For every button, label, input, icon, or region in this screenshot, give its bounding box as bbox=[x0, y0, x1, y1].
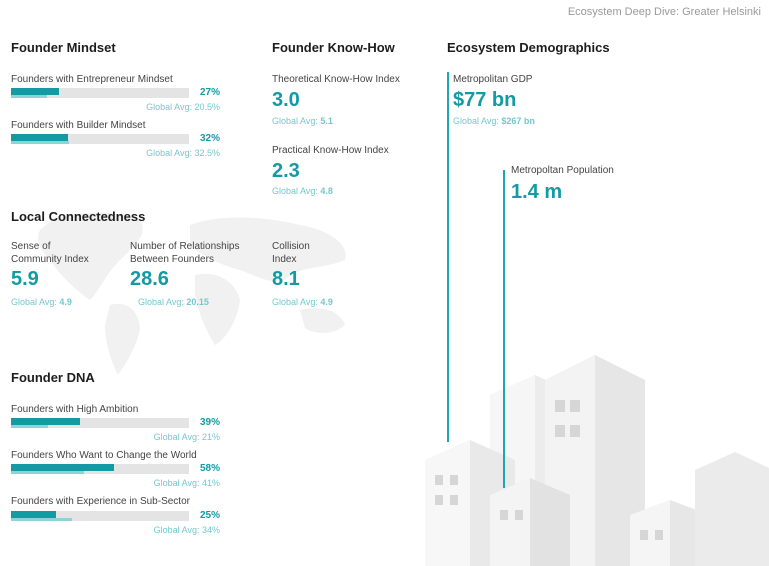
dna-item-label: Founders with High Ambition bbox=[11, 404, 139, 415]
knowhow-item-label: Practical Know-How Index bbox=[272, 145, 389, 156]
gdp-pin-line bbox=[447, 72, 449, 442]
global-avg-fill bbox=[11, 95, 48, 98]
label-line: Community Index bbox=[11, 254, 89, 265]
progress-fill bbox=[11, 418, 81, 425]
gdp-label: Metropolitan GDP bbox=[453, 74, 533, 85]
mindset-item-label: Founders with Builder Mindset bbox=[11, 120, 146, 131]
founder-mindset-title: Founder Mindset bbox=[11, 40, 116, 55]
gdp-global: Global Avg: $267 bn bbox=[453, 116, 535, 126]
progress-fill bbox=[11, 134, 68, 141]
population-pin-line bbox=[503, 170, 505, 488]
connectedness-item-global: Global Avg: 4.9 bbox=[11, 297, 72, 307]
global-avg-fill bbox=[11, 471, 84, 474]
mindset-progress-bar bbox=[11, 134, 189, 144]
mindset-progress-bar bbox=[11, 88, 189, 98]
dna-item-label: Founders Who Want to Change the World bbox=[11, 450, 197, 461]
global-avg-value: 20.15 bbox=[186, 297, 209, 307]
label-line: Number of Relationships bbox=[130, 241, 240, 252]
connectedness-item-value: 8.1 bbox=[272, 268, 300, 290]
knowhow-item-global: Global Avg: 4.8 bbox=[272, 186, 333, 196]
connectedness-item-label: Collision Index bbox=[272, 240, 310, 266]
population-label: Metropoltan Population bbox=[511, 165, 614, 176]
label-line: Between Founders bbox=[130, 254, 214, 265]
dna-item-pct: 25% bbox=[199, 510, 220, 521]
knowhow-item-global: Global Avg: 5.1 bbox=[272, 116, 333, 126]
global-avg-fill bbox=[11, 518, 72, 521]
mindset-item-global: Global Avg: 20.5% bbox=[146, 102, 220, 112]
global-avg-fill bbox=[11, 425, 49, 428]
city-buildings-illustration bbox=[425, 355, 769, 566]
knowhow-item-value: 2.3 bbox=[272, 160, 300, 182]
dna-item-pct: 39% bbox=[199, 417, 220, 428]
dna-item-global: Global Avg: 34% bbox=[153, 525, 220, 535]
progress-fill bbox=[11, 88, 60, 95]
dna-item-pct: 58% bbox=[199, 463, 220, 474]
mindset-item-pct: 32% bbox=[199, 133, 220, 144]
global-avg-value: $267 bn bbox=[501, 116, 535, 126]
dna-progress-bar bbox=[11, 464, 189, 474]
founder-knowhow-title: Founder Know-How bbox=[272, 40, 395, 55]
global-avg-value: 4.8 bbox=[320, 186, 333, 196]
label-line: Index bbox=[272, 254, 297, 265]
global-avg-value: 4.9 bbox=[59, 297, 72, 307]
connectedness-item-global: Global Avg: 4.9 bbox=[272, 297, 333, 307]
page-title: Ecosystem Deep Dive: Greater Helsinki bbox=[567, 6, 761, 18]
global-avg-prefix: Global Avg: bbox=[453, 116, 499, 126]
connectedness-item-label: Sense of Community Index bbox=[11, 240, 89, 266]
progress-fill bbox=[11, 511, 56, 518]
population-value: 1.4 m bbox=[511, 181, 563, 203]
label-line: Sense of bbox=[11, 241, 51, 252]
mindset-item-pct: 27% bbox=[199, 87, 220, 98]
dna-item-global: Global Avg: 21% bbox=[153, 432, 220, 442]
founder-dna-title: Founder DNA bbox=[11, 370, 95, 385]
ecosystem-demographics-title: Ecosystem Demographics bbox=[447, 40, 610, 55]
connectedness-item-label: Number of Relationships Between Founders bbox=[130, 240, 240, 266]
global-avg-prefix: Global Avg: bbox=[272, 116, 318, 126]
global-avg-value: 4.9 bbox=[320, 297, 333, 307]
connectedness-item-value: 5.9 bbox=[11, 268, 39, 290]
global-avg-fill bbox=[11, 141, 69, 144]
mindset-item-global: Global Avg: 32.5% bbox=[146, 148, 220, 158]
local-connectedness-title: Local Connectedness bbox=[11, 209, 146, 224]
global-avg-value: 5.1 bbox=[320, 116, 333, 126]
connectedness-item-global: Global Avg: 20.15 bbox=[138, 297, 209, 307]
connectedness-item-value: 28.6 bbox=[130, 268, 169, 290]
global-avg-prefix: Global Avg: bbox=[138, 297, 184, 307]
gdp-value: $77 bn bbox=[453, 89, 517, 111]
dna-progress-bar bbox=[11, 511, 189, 521]
dna-item-label: Founders with Experience in Sub-Sector bbox=[11, 496, 190, 507]
world-map-background bbox=[38, 212, 346, 375]
global-avg-prefix: Global Avg: bbox=[11, 297, 57, 307]
global-avg-prefix: Global Avg: bbox=[272, 297, 318, 307]
label-line: Collision bbox=[272, 241, 310, 252]
dna-progress-bar bbox=[11, 418, 189, 428]
global-avg-prefix: Global Avg: bbox=[272, 186, 318, 196]
knowhow-item-label: Theoretical Know-How Index bbox=[272, 74, 400, 85]
progress-fill bbox=[11, 464, 115, 471]
dna-item-global: Global Avg: 41% bbox=[153, 478, 220, 488]
mindset-item-label: Founders with Entrepreneur Mindset bbox=[11, 74, 173, 85]
knowhow-item-value: 3.0 bbox=[272, 89, 300, 111]
